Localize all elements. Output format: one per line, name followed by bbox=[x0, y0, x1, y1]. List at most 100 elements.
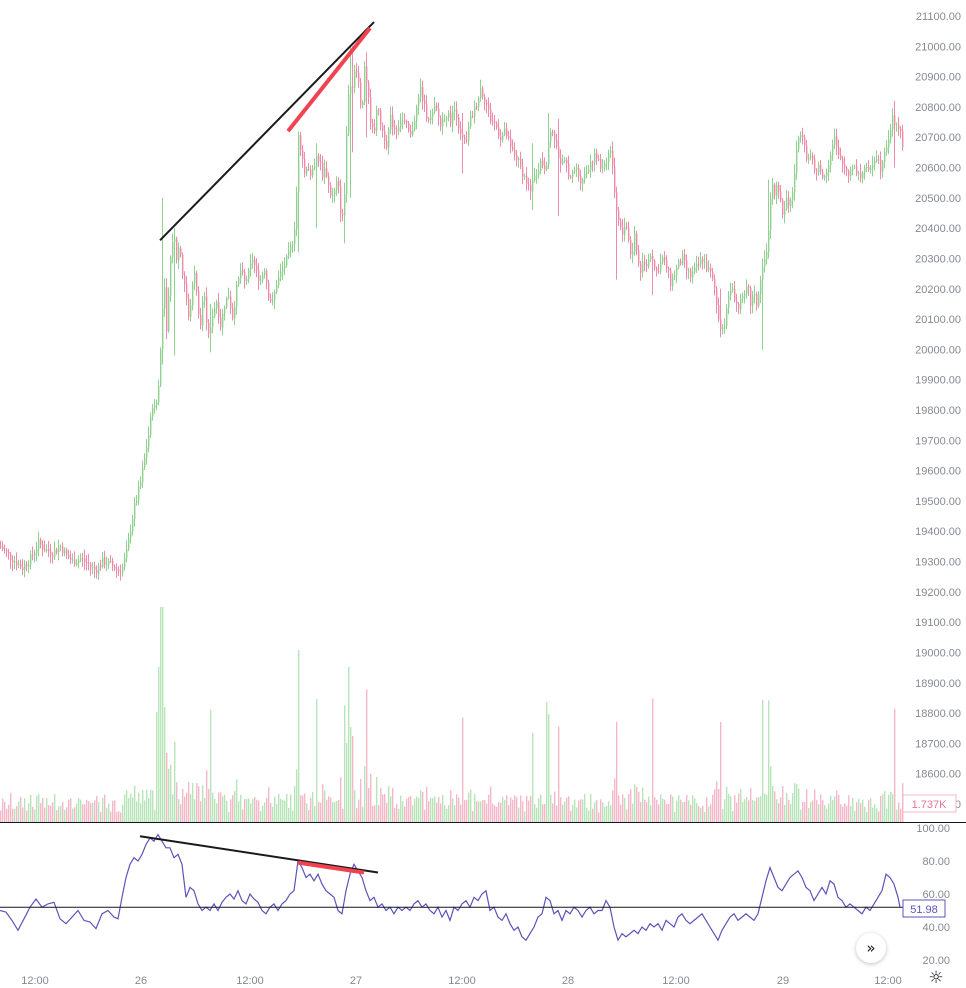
volume-bar bbox=[784, 804, 786, 822]
candle-body bbox=[618, 211, 620, 221]
chart-settings-button[interactable]: ☼ bbox=[926, 968, 946, 988]
volume-bar bbox=[396, 803, 398, 822]
volume-bar bbox=[26, 810, 28, 822]
candle-body bbox=[758, 294, 760, 307]
candle-body bbox=[78, 559, 80, 563]
volume-bar bbox=[474, 793, 476, 822]
scroll-to-realtime-button[interactable]: » bbox=[856, 933, 886, 963]
candle-body bbox=[662, 257, 664, 262]
candle-body bbox=[688, 270, 690, 272]
volume-bar bbox=[272, 806, 274, 822]
volume-bar bbox=[58, 806, 60, 822]
volume-bar bbox=[342, 808, 344, 822]
volume-bar bbox=[782, 786, 784, 822]
candle-body bbox=[80, 558, 82, 560]
candle-body bbox=[852, 167, 854, 170]
volume-bar bbox=[154, 809, 156, 822]
volume-bar bbox=[228, 812, 230, 822]
volume-bar bbox=[662, 798, 664, 822]
candle-body bbox=[110, 560, 112, 562]
volume-bar bbox=[842, 806, 844, 822]
oscillator-axis[interactable]: 100.00 80.00 60.00 40.00 20.00 bbox=[916, 823, 950, 967]
time-axis[interactable]: 12:00 26 12:00 27 12:00 28 12:00 29 12:00 bbox=[21, 975, 902, 987]
volume-bar bbox=[208, 788, 210, 822]
candle-body bbox=[824, 176, 826, 178]
volume-bar bbox=[492, 803, 494, 822]
volume-bar bbox=[642, 787, 644, 822]
price-trendline-black bbox=[159, 21, 375, 241]
volume-bar bbox=[434, 796, 436, 822]
volume-bar bbox=[448, 805, 450, 822]
candle-body bbox=[232, 307, 234, 319]
volume-bar bbox=[822, 800, 824, 822]
volume-bar bbox=[574, 799, 576, 822]
candle-body bbox=[554, 132, 556, 140]
volume-bar bbox=[506, 795, 508, 822]
volume-bar bbox=[518, 807, 520, 822]
candle-body bbox=[138, 486, 140, 501]
volume-bar bbox=[874, 804, 876, 822]
volume-bar bbox=[550, 794, 552, 822]
candle-body bbox=[750, 287, 752, 306]
time-tick-label: 12:00 bbox=[662, 975, 690, 987]
oscillator-pane[interactable] bbox=[0, 833, 905, 942]
candle-body bbox=[300, 135, 302, 150]
candle-body bbox=[562, 161, 564, 164]
volume-bar bbox=[854, 810, 856, 822]
candle-body bbox=[600, 159, 602, 169]
volume-bar bbox=[592, 808, 594, 822]
volume-bar bbox=[456, 794, 458, 822]
candle-body bbox=[784, 208, 786, 215]
candle-body bbox=[176, 238, 178, 261]
volume-bar bbox=[462, 717, 464, 822]
volume-bar bbox=[778, 803, 780, 822]
volume-bar bbox=[708, 806, 710, 822]
candle-body bbox=[452, 111, 454, 124]
candle-body bbox=[186, 284, 188, 299]
candle-body bbox=[890, 129, 892, 140]
candle-body bbox=[590, 162, 592, 170]
volume-bar bbox=[780, 797, 782, 822]
volume-bar bbox=[358, 799, 360, 822]
volume-bar bbox=[340, 777, 342, 822]
price-axis[interactable]: 21100.00 21000.00 20900.00 20800.00 20700.00… bbox=[915, 11, 961, 811]
candle-body bbox=[654, 260, 656, 269]
volume-bar bbox=[300, 795, 302, 822]
candle-body bbox=[230, 296, 232, 308]
volume-bar bbox=[718, 788, 720, 822]
candle-body bbox=[334, 190, 336, 195]
candle-body bbox=[886, 147, 888, 152]
candle-body bbox=[88, 563, 90, 565]
volume-bar bbox=[160, 607, 162, 822]
volume-bar bbox=[588, 810, 590, 822]
volume-bar bbox=[330, 797, 332, 822]
candle-body bbox=[792, 192, 794, 201]
candle-body bbox=[430, 116, 432, 121]
candle-body bbox=[730, 290, 732, 296]
volume-bar bbox=[460, 804, 462, 822]
candle-body bbox=[870, 168, 872, 171]
candle-body bbox=[812, 156, 814, 160]
candle-body bbox=[200, 314, 202, 326]
candle-body bbox=[364, 66, 366, 103]
candle-body bbox=[640, 263, 642, 273]
candle-body bbox=[28, 564, 30, 567]
time-tick-label: 29 bbox=[777, 975, 789, 987]
candle-body bbox=[484, 96, 486, 103]
candle-body bbox=[614, 166, 616, 193]
volume-bar bbox=[464, 800, 466, 822]
drawing-layer[interactable] bbox=[139, 21, 379, 875]
volume-bar bbox=[32, 806, 34, 822]
candle-body bbox=[674, 275, 676, 277]
volume-bar bbox=[190, 793, 192, 822]
price-pane[interactable] bbox=[0, 46, 966, 823]
price-tick-label: 20300.00 bbox=[915, 253, 961, 265]
volume-bar bbox=[476, 801, 478, 822]
candle-body bbox=[802, 135, 804, 138]
candle-body bbox=[820, 164, 822, 172]
candle-body bbox=[154, 405, 156, 409]
candle-body bbox=[436, 105, 438, 109]
volume-bar bbox=[64, 809, 66, 822]
candle-body bbox=[10, 553, 12, 561]
